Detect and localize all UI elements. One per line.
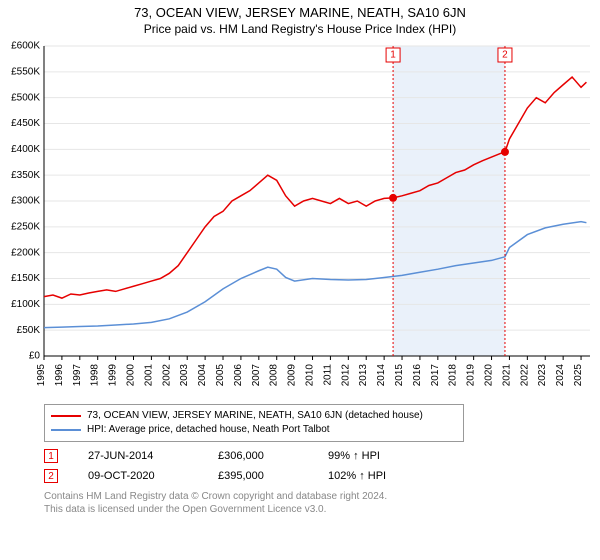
legend-label-series1: 73, OCEAN VIEW, JERSEY MARINE, NEATH, SA… [87, 410, 423, 422]
svg-text:2025: 2025 [573, 364, 584, 387]
legend-row-2: HPI: Average price, detached house, Neat… [51, 423, 457, 437]
svg-text:£0: £0 [29, 351, 41, 362]
svg-text:1: 1 [390, 50, 396, 61]
transaction-date-2: 09-OCT-2020 [88, 470, 188, 482]
transaction-price-1: £306,000 [218, 450, 298, 462]
chart-container: 73, OCEAN VIEW, JERSEY MARINE, NEATH, SA… [0, 0, 600, 560]
transaction-marker-1: 1 [44, 449, 58, 463]
svg-text:£350K: £350K [11, 170, 40, 181]
transaction-date-1: 27-JUN-2014 [88, 450, 188, 462]
transaction-row-1: 1 27-JUN-2014 £306,000 99% ↑ HPI [44, 446, 600, 466]
svg-text:£300K: £300K [11, 196, 40, 207]
footer: Contains HM Land Registry data © Crown c… [44, 490, 600, 516]
transaction-pct-1: 99% ↑ HPI [328, 450, 418, 462]
svg-text:2001: 2001 [143, 364, 154, 387]
chart-area: £0 £50K £100K £150K £200K £250K £300K £350K £400… [0, 40, 600, 400]
svg-text:2: 2 [502, 50, 508, 61]
footer-line2: This data is licensed under the Open Gov… [44, 503, 600, 516]
svg-text:2019: 2019 [466, 364, 477, 387]
svg-text:2000: 2000 [126, 364, 137, 387]
svg-text:£150K: £150K [11, 273, 40, 284]
legend-row-1: 73, OCEAN VIEW, JERSEY MARINE, NEATH, SA… [51, 409, 457, 423]
svg-text:2018: 2018 [448, 364, 459, 387]
svg-text:2020: 2020 [484, 364, 495, 387]
svg-text:2016: 2016 [412, 364, 423, 387]
svg-text:£250K: £250K [11, 222, 40, 233]
svg-text:£600K: £600K [11, 41, 40, 52]
svg-text:2008: 2008 [269, 364, 280, 387]
svg-text:£400K: £400K [11, 144, 40, 155]
svg-text:2005: 2005 [215, 364, 226, 387]
svg-text:2014: 2014 [376, 364, 387, 387]
svg-text:1999: 1999 [108, 364, 119, 387]
legend-swatch-series1 [51, 415, 81, 417]
svg-text:£50K: £50K [17, 325, 41, 336]
legend-box: 73, OCEAN VIEW, JERSEY MARINE, NEATH, SA… [44, 404, 464, 442]
svg-text:£550K: £550K [11, 67, 40, 78]
svg-text:2003: 2003 [179, 364, 190, 387]
svg-text:£100K: £100K [11, 299, 40, 310]
svg-text:£200K: £200K [11, 248, 40, 259]
svg-text:£450K: £450K [11, 118, 40, 129]
svg-text:2002: 2002 [161, 364, 172, 387]
chart-svg: £0 £50K £100K £150K £200K £250K £300K £350K £400… [0, 40, 600, 400]
chart-subtitle: Price paid vs. HM Land Registry's House … [0, 20, 600, 40]
legend-label-series2: HPI: Average price, detached house, Neat… [87, 424, 330, 436]
svg-text:2024: 2024 [555, 364, 566, 387]
svg-text:2012: 2012 [340, 364, 351, 387]
svg-text:2010: 2010 [305, 364, 316, 387]
svg-text:2017: 2017 [430, 364, 441, 387]
svg-text:2007: 2007 [251, 364, 262, 387]
transaction-marker-2: 2 [44, 469, 58, 483]
svg-text:2022: 2022 [519, 364, 530, 387]
svg-text:2023: 2023 [537, 364, 548, 387]
transaction-rows: 1 27-JUN-2014 £306,000 99% ↑ HPI 2 09-OC… [44, 446, 600, 486]
svg-text:1998: 1998 [90, 364, 101, 387]
svg-text:1995: 1995 [36, 364, 47, 387]
transaction-row-2: 2 09-OCT-2020 £395,000 102% ↑ HPI [44, 466, 600, 486]
svg-text:2006: 2006 [233, 364, 244, 387]
svg-text:2011: 2011 [322, 364, 333, 386]
svg-text:2015: 2015 [394, 364, 405, 387]
transaction-price-2: £395,000 [218, 470, 298, 482]
legend-swatch-series2 [51, 429, 81, 431]
svg-text:1997: 1997 [72, 364, 83, 387]
svg-text:2004: 2004 [197, 364, 208, 387]
svg-text:2009: 2009 [287, 364, 298, 387]
footer-line1: Contains HM Land Registry data © Crown c… [44, 490, 600, 503]
svg-text:2013: 2013 [358, 364, 369, 387]
svg-text:2021: 2021 [501, 364, 512, 387]
svg-text:£500K: £500K [11, 93, 40, 104]
transaction-pct-2: 102% ↑ HPI [328, 470, 418, 482]
svg-text:1996: 1996 [54, 364, 65, 387]
chart-title: 73, OCEAN VIEW, JERSEY MARINE, NEATH, SA… [0, 0, 600, 20]
